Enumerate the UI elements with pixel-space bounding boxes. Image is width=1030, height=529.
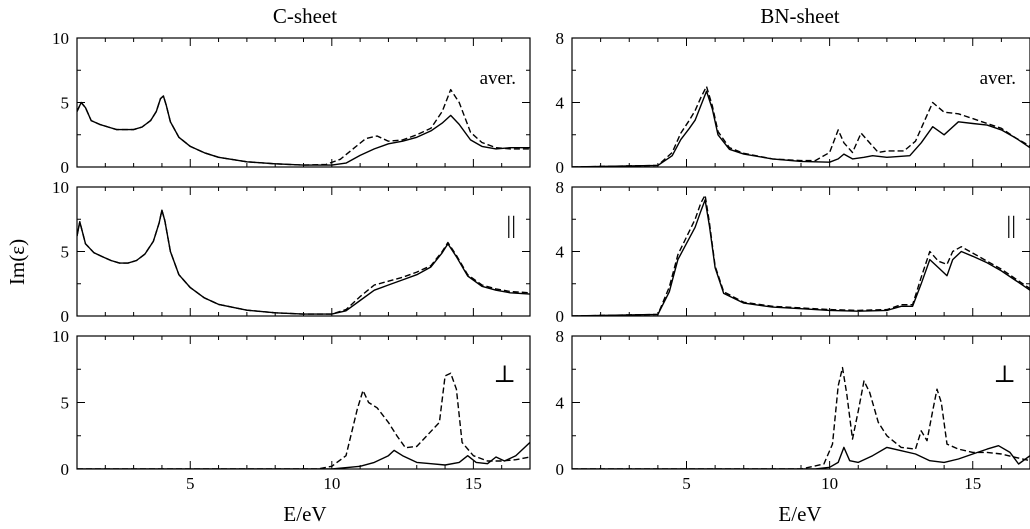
panel-label: ⊥ bbox=[493, 362, 516, 388]
series-line-dashed bbox=[77, 209, 530, 315]
x-tick-label: 15 bbox=[964, 474, 981, 493]
panel-label: aver. bbox=[980, 68, 1016, 89]
y-tick-label: 8 bbox=[556, 29, 565, 48]
x-tick-label: 15 bbox=[465, 474, 482, 493]
y-tick-label: 4 bbox=[556, 394, 565, 413]
panel-c-aver: 0 5 10 aver. bbox=[52, 29, 531, 177]
panel-c-perpendicular: 5 10 15 0 5 10 ⊥ bbox=[52, 327, 531, 493]
x-tick-label: 10 bbox=[821, 474, 838, 493]
series-line-solid bbox=[77, 441, 530, 469]
panel-label: ⊥ bbox=[993, 362, 1016, 388]
x-tick-label: 5 bbox=[682, 474, 691, 493]
series-line-solid bbox=[572, 445, 1030, 469]
x-axis-label-right: E/eV bbox=[778, 502, 821, 526]
y-tick-label: 0 bbox=[61, 460, 70, 479]
y-tick-label: 4 bbox=[556, 243, 565, 262]
y-tick-label: 0 bbox=[556, 307, 565, 326]
y-tick-label: 0 bbox=[556, 460, 565, 479]
series-line-dashed bbox=[572, 194, 1030, 316]
series-line-solid bbox=[77, 209, 530, 315]
panel-frame bbox=[76, 37, 531, 168]
y-tick-label: 0 bbox=[61, 307, 70, 326]
y-tick-label: 8 bbox=[556, 178, 565, 197]
x-tick-label: 5 bbox=[186, 474, 195, 493]
y-tick-label: 5 bbox=[61, 394, 70, 413]
series-line-dashed bbox=[77, 372, 530, 469]
panels-container: 0 5 10 aver. 0 5 10 || 5 10 15 0 5 10 ⊥ 0 4 8 aver. 0 4 8 || 5 1… bbox=[52, 29, 1030, 493]
series-line-dashed bbox=[77, 88, 530, 166]
series-line-solid bbox=[572, 199, 1030, 316]
y-tick-label: 10 bbox=[52, 327, 69, 346]
x-tick-label: 10 bbox=[323, 474, 340, 493]
panel-bn-perpendicular: 5 10 15 0 4 8 ⊥ bbox=[556, 327, 1030, 493]
y-tick-label: 8 bbox=[556, 327, 565, 346]
panel-frame bbox=[571, 37, 1030, 168]
title-bn-sheet: BN-sheet bbox=[760, 4, 839, 28]
panel-label: aver. bbox=[480, 68, 516, 89]
x-axis-label-left: E/eV bbox=[283, 502, 326, 526]
series-line-dashed bbox=[572, 366, 1030, 469]
panel-bn-parallel: 0 4 8 || bbox=[556, 178, 1030, 326]
panel-frame bbox=[76, 186, 531, 317]
y-tick-label: 0 bbox=[61, 158, 70, 177]
y-tick-label: 5 bbox=[61, 94, 70, 113]
panel-c-parallel: 0 5 10 || bbox=[52, 178, 531, 326]
y-tick-label: 10 bbox=[52, 29, 69, 48]
y-tick-label: 10 bbox=[52, 178, 69, 197]
y-axis-label: Im(ε) bbox=[5, 239, 29, 285]
series-line-solid bbox=[572, 90, 1030, 167]
series-line-dashed bbox=[572, 85, 1030, 167]
y-tick-label: 4 bbox=[556, 94, 565, 113]
series-line-solid bbox=[77, 95, 530, 166]
y-tick-label: 5 bbox=[61, 243, 70, 262]
panel-bn-aver: 0 4 8 aver. bbox=[556, 29, 1030, 177]
panel-label: || bbox=[1006, 213, 1016, 239]
panel-label: || bbox=[506, 213, 516, 239]
title-c-sheet: C-sheet bbox=[273, 4, 337, 28]
y-tick-label: 0 bbox=[556, 158, 565, 177]
panel-frame bbox=[76, 335, 531, 470]
